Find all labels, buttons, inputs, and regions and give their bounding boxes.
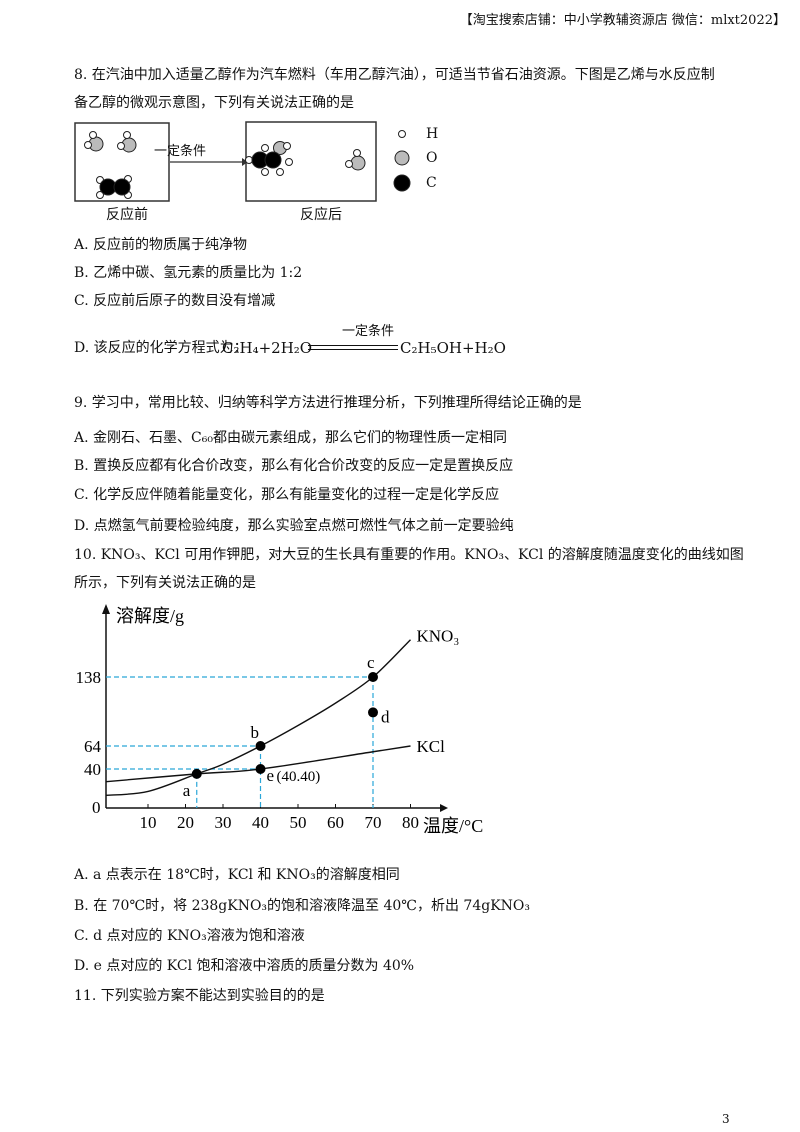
arrow-condition-label: 一定条件	[154, 144, 207, 159]
x-tick-label: 50	[290, 813, 307, 832]
x-axis-label: 温度/°C	[423, 816, 483, 836]
point-d	[368, 707, 378, 718]
q8-stem-line2: 备乙醇的微观示意图，下列有关说法正确的是	[74, 95, 354, 111]
y-tick-label: 40	[84, 760, 101, 779]
y-tick-label: 64	[84, 737, 102, 756]
molecule-diagram	[74, 121, 411, 202]
point-annotation: (40.40)	[277, 769, 321, 785]
legend-h: H	[426, 126, 439, 142]
page-number: 3	[722, 1112, 730, 1126]
q10-option-b: B. 在 70℃时，将 238gKNO₃的饱和溶液降温至 40℃，析出 74gK…	[74, 898, 530, 914]
point-label-c: c	[367, 653, 375, 672]
x-tick-label: 20	[177, 813, 194, 832]
equation-condition: 一定条件	[342, 324, 395, 339]
q10-stem-line1: 10. KNO₃、KCl 可用作钾肥，对大豆的生长具有重要的作用。KNO₃、KC…	[74, 547, 744, 563]
point-c	[368, 672, 378, 682]
q8-option-a: A. 反应前的物质属于纯净物	[74, 237, 248, 253]
x-tick-label: 60	[327, 813, 344, 832]
q9-option-d: D. 点燃氢气前要检验纯度，那么实验室点燃可燃性气体之前一定要验纯	[74, 518, 514, 534]
series-label: KNO₃	[417, 627, 460, 646]
q10-option-a: A. a 点表示在 18℃时，KCl 和 KNO₃的溶解度相同	[74, 867, 400, 883]
point-label-e: e	[267, 766, 275, 785]
equation-equals	[308, 345, 398, 350]
q8-stem-line1: 8. 在汽油中加入适量乙醇作为汽车燃料（车用乙醇汽油），可适当节省石油资源。下图…	[74, 67, 715, 83]
before-label: 反应前	[106, 207, 148, 223]
origin-label: 0	[92, 798, 101, 817]
q8-option-d: D. 该反应的化学方程式为： C₂H₄+2H₂O 一定条件 C₂H₅OH+H₂O	[74, 324, 506, 357]
series-line-kcl	[105, 745, 411, 783]
q10-option-d: D. e 点对应的 KCl 饱和溶液中溶质的质量分数为 40%	[74, 958, 415, 974]
x-tick-label: 70	[365, 813, 382, 832]
q8-option-b: B. 乙烯中碳、氢元素的质量比为 1:2	[74, 265, 303, 281]
point-b	[255, 741, 266, 751]
y-tick-label: 138	[76, 668, 102, 687]
x-axis-arrow	[440, 804, 448, 812]
equation-left: C₂H₄+2H₂O	[222, 339, 313, 357]
q9-option-b: B. 置换反应都有化合价改变，那么有化合价改变的反应一定是置换反应	[74, 458, 514, 474]
point-a	[191, 768, 202, 779]
q9-stem: 9. 学习中，常用比较、归纳等科学方法进行推理分析，下列推理所得结论正确的是	[74, 395, 582, 411]
q10-stem-line2: 所示，下列有关说法正确的是	[74, 575, 256, 591]
x-tick-label: 40	[252, 813, 269, 832]
series-label: KCl	[417, 737, 446, 756]
point-e	[255, 764, 266, 774]
after-label: 反应后	[300, 207, 342, 223]
x-tick-label: 30	[215, 813, 232, 832]
point-label-d: d	[381, 707, 390, 726]
q8-option-d-prefix: D. 该反应的化学方程式为：	[74, 340, 248, 356]
q9-option-c: C. 化学反应伴随着能量变化，那么有能量变化的过程一定是化学反应	[74, 487, 500, 503]
legend-o: O	[426, 150, 438, 166]
y-axis-label: 溶解度/g	[116, 606, 184, 626]
x-tick-label: 80	[402, 813, 419, 832]
point-label-a: a	[183, 781, 191, 800]
x-tick-label: 10	[140, 813, 157, 832]
y-axis-arrow	[102, 604, 110, 614]
header-watermark: 【淘宝搜索店铺：中小学教辅资源店 微信：mlxt2022】	[459, 13, 786, 28]
point-label-b: b	[251, 723, 260, 742]
equation-right: C₂H₅OH+H₂O	[400, 339, 506, 357]
legend-c: C	[426, 175, 437, 191]
q9-option-a: A. 金刚石、石墨、C₆₀都由碳元素组成，那么它们的物理性质一定相同	[74, 430, 507, 446]
q10-option-c: C. d 点对应的 KNO₃溶液为饱和溶液	[74, 928, 305, 944]
q11-stem: 11. 下列实验方案不能达到实验目的的是	[74, 988, 325, 1004]
q8-option-c: C. 反应前后原子的数目没有增减	[74, 293, 276, 309]
